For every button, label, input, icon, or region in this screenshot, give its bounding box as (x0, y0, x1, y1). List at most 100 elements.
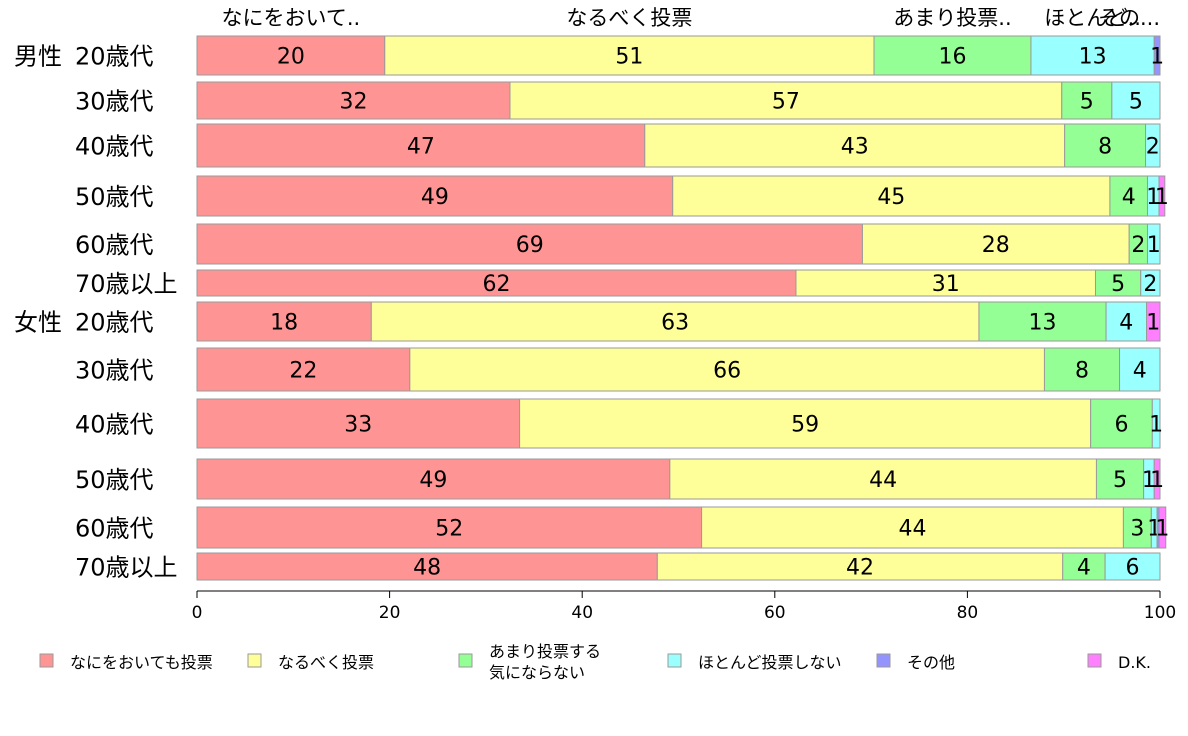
x-axis: 0 20 40 60 80 100 (192, 590, 1176, 623)
bar-segment (1090, 398, 1153, 449)
bar-segment (1105, 301, 1148, 342)
data-label: 4 (1133, 359, 1147, 384)
data-label: 44 (899, 517, 927, 542)
bar-segment (656, 552, 1064, 581)
bar-segment (196, 347, 411, 392)
legend-label: D.K. (1118, 653, 1151, 672)
bar-segment (384, 35, 875, 76)
data-label: 1 (1155, 517, 1169, 542)
data-label: 1 (1147, 233, 1161, 258)
data-label: 48 (413, 556, 441, 581)
bar-segment (1064, 123, 1147, 168)
data-label: 1 (1146, 311, 1160, 336)
data-label: 33 (344, 413, 372, 438)
row-label: 20歳代 (75, 43, 154, 71)
bar-segment (1122, 506, 1152, 549)
row-label: 20歳代 (75, 309, 154, 337)
bar-segment (1158, 175, 1166, 217)
data-label: 49 (421, 185, 449, 210)
data-label: 47 (407, 135, 435, 160)
bar-segment (1140, 269, 1161, 297)
data-label: 63 (661, 311, 689, 336)
legend-swatch (247, 653, 262, 668)
data-label: 31 (932, 272, 960, 297)
x-tick-label: 0 (192, 603, 203, 623)
legend-swatch (458, 653, 473, 668)
group-label: 男性 (14, 43, 62, 71)
data-label: 2 (1143, 272, 1157, 297)
bar-segment (1153, 35, 1161, 76)
bar-segment (861, 223, 1130, 265)
bar-segment (701, 506, 1124, 549)
data-label: 6 (1114, 413, 1128, 438)
data-label: 4 (1077, 556, 1091, 581)
data-label: 18 (270, 311, 298, 336)
bar-segment (196, 175, 674, 217)
bar-segment (1145, 123, 1161, 168)
series-top-label: ほとんど.. (1044, 6, 1141, 30)
data-label: 49 (419, 468, 447, 493)
data-label: 1 (1150, 468, 1164, 493)
series-top-label: なにをおいて.. (222, 6, 361, 30)
data-label: 8 (1075, 359, 1089, 384)
data-label: 4 (1122, 185, 1136, 210)
data-label: 5 (1111, 272, 1125, 297)
x-tick-label: 100 (1144, 603, 1176, 623)
data-label: 22 (289, 359, 317, 384)
bar-segment (873, 35, 1032, 76)
data-label: 1 (1142, 468, 1156, 493)
bar-segment (1158, 506, 1167, 549)
data-label: 1 (1155, 185, 1169, 210)
row-label: 60歳代 (75, 231, 154, 259)
data-label: 20 (277, 45, 305, 70)
legend-swatch (39, 653, 54, 668)
top-series-labels: なにをおいて.. なるべく投票 あまり投票.. ほとんど..その... (222, 6, 1160, 30)
legend: なにをおいても投票 なるべく投票 あまり投票する気にならない ほとんど投票しない その他… (39, 642, 1151, 682)
data-label: 13 (1029, 311, 1057, 336)
bar-segment (978, 301, 1107, 342)
bar-segment (1109, 175, 1148, 217)
series-top-label: なるべく投票 (566, 6, 692, 30)
bar-segment (196, 223, 863, 265)
data-label: 45 (877, 185, 905, 210)
bar-segment (1104, 552, 1161, 581)
bar-segment (196, 552, 658, 581)
bar-segment (1146, 301, 1161, 342)
series-top-label: その... (1098, 6, 1160, 30)
data-label: 51 (615, 45, 643, 70)
legend-label: なにをおいても投票 (70, 653, 213, 672)
data-label: 3 (1130, 517, 1144, 542)
data-label: 66 (713, 359, 741, 384)
data-label: 32 (339, 90, 367, 115)
bar-segment (1062, 552, 1106, 581)
legend-label-line: 気にならない (489, 663, 585, 682)
data-label: 8 (1098, 135, 1112, 160)
data-label: 5 (1129, 90, 1143, 115)
legend-swatch (667, 653, 682, 668)
data-label: 2 (1146, 135, 1160, 160)
bar-segment (1151, 398, 1161, 449)
data-label: 1 (1146, 185, 1160, 210)
bar-segment (795, 269, 1096, 297)
series-top-label: あまり投票.. (893, 6, 1011, 30)
group-label: 女性 (14, 309, 62, 337)
row-label: 60歳代 (75, 515, 154, 543)
bar-segment (1111, 81, 1161, 120)
legend-label: その他 (907, 653, 955, 672)
legend-label: あまり投票する気にならない (489, 642, 601, 682)
data-label: 62 (482, 272, 510, 297)
row-label: 40歳代 (75, 411, 154, 439)
data-label: 28 (982, 233, 1010, 258)
row-label: 40歳代 (75, 133, 154, 161)
bar-segment (196, 269, 797, 297)
bar-segment (1119, 347, 1161, 392)
row-label: 70歳以上 (75, 270, 178, 298)
legend-label: ほとんど投票しない (698, 653, 842, 672)
legend-label-line: あまり投票する (489, 642, 601, 661)
legend-swatch (876, 653, 891, 668)
data-label: 1 (1150, 45, 1164, 70)
data-label: 43 (841, 135, 869, 160)
data-label: 16 (938, 45, 966, 70)
bar-segment (370, 301, 980, 342)
